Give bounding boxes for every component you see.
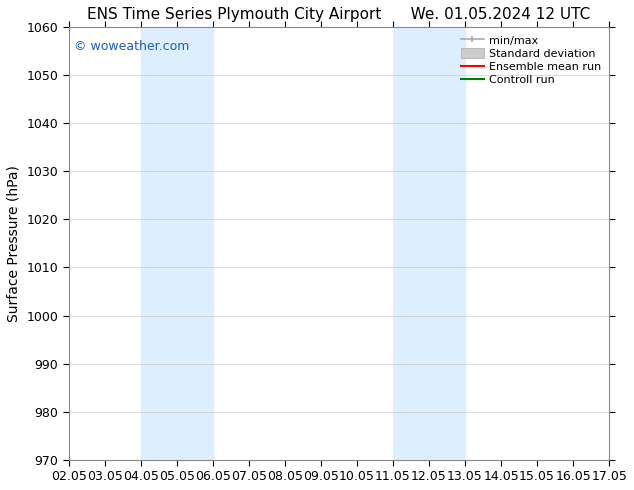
Title: ENS Time Series Plymouth City Airport      We. 01.05.2024 12 UTC: ENS Time Series Plymouth City Airport We…	[87, 7, 591, 22]
Legend: min/max, Standard deviation, Ensemble mean run, Controll run: min/max, Standard deviation, Ensemble me…	[457, 30, 605, 90]
Y-axis label: Surface Pressure (hPa): Surface Pressure (hPa)	[7, 165, 21, 322]
Text: © woweather.com: © woweather.com	[74, 40, 190, 53]
Bar	[141, 27, 213, 460]
Bar	[393, 27, 465, 460]
